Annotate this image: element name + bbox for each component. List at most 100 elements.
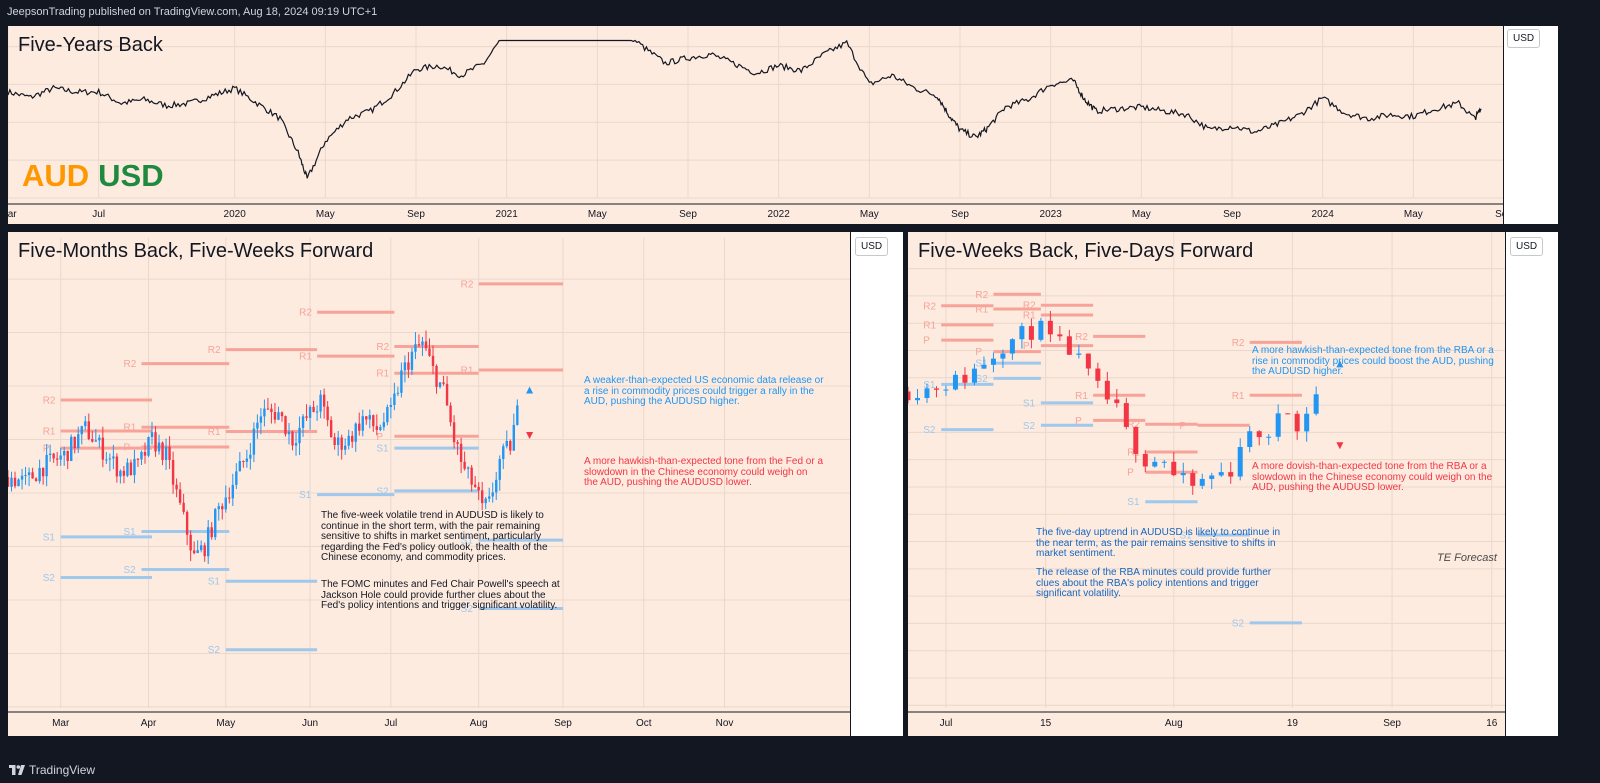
- pivot-level-label: S1: [1023, 398, 1036, 409]
- pivot-level-label: R1: [1232, 391, 1245, 402]
- currency-button[interactable]: USD: [1507, 29, 1541, 48]
- pivot-level-label: R1: [1023, 311, 1036, 322]
- pivot-levels: R2R1PS1S2R2R1PS1S2R2R1S1S2R2R1S1R2R1PS1S…: [43, 279, 563, 656]
- candle-up: [308, 406, 312, 418]
- candle-up: [1304, 413, 1310, 432]
- candle-up: [164, 446, 168, 460]
- pivot-level-label: R2: [43, 395, 56, 406]
- x-tick-label: May: [216, 718, 235, 729]
- x-tick-label: Sep: [1223, 209, 1241, 220]
- candle-up: [336, 437, 340, 445]
- pivot-level-label: R1: [1075, 391, 1088, 402]
- candle-up: [414, 344, 417, 352]
- pivot-level-label: S1: [299, 490, 312, 501]
- candle-up: [952, 374, 958, 390]
- candle-up: [77, 434, 80, 448]
- x-tick-label: Sep: [407, 209, 425, 220]
- candle-down: [1057, 334, 1063, 337]
- pivot-level-label: S1: [123, 527, 136, 538]
- pivot-level-label: S2: [208, 645, 221, 656]
- candle-up: [943, 389, 949, 391]
- x-tick-label: Mar: [52, 718, 70, 729]
- candle-down: [284, 416, 287, 435]
- candle-down: [189, 534, 192, 551]
- candle-down: [305, 416, 308, 418]
- candle-down: [329, 420, 333, 438]
- price-axis[interactable]: [850, 232, 903, 736]
- candle-up: [45, 454, 48, 477]
- candle-up: [981, 364, 987, 369]
- candle-up: [393, 393, 396, 406]
- candle-up: [263, 408, 266, 417]
- candle-down: [449, 405, 452, 423]
- pivot-level-label: S2: [975, 374, 988, 385]
- candle-up: [1218, 472, 1224, 476]
- tradingview-logo[interactable]: TradingView: [9, 758, 95, 782]
- pivot-level-label: S1: [208, 577, 221, 588]
- x-tick-label: May: [860, 209, 879, 220]
- candle-up: [84, 421, 87, 427]
- candle-down: [266, 408, 270, 410]
- pivot-level-label: R2: [123, 359, 136, 370]
- candle-down: [372, 415, 375, 427]
- candle-up: [112, 456, 115, 459]
- x-tick-label: Jul: [92, 209, 105, 220]
- candle-down: [1228, 472, 1234, 477]
- five-years-panel[interactable]: 0.750000.700000.650000.600000.55000MarJu…: [8, 26, 1558, 224]
- pivot-level-label: R2: [975, 290, 988, 301]
- price-axis[interactable]: [1505, 232, 1558, 736]
- candle-up: [157, 442, 161, 452]
- pivot-level-label: P: [376, 432, 383, 443]
- candle-up: [105, 459, 108, 461]
- candle-down: [1104, 380, 1110, 400]
- brand-name: TradingView: [29, 763, 96, 777]
- pivot-level-label: R2: [1127, 420, 1140, 431]
- candle-down: [424, 341, 428, 349]
- candle-down: [210, 527, 213, 538]
- x-tick-label: Sep: [554, 718, 572, 729]
- currency-button[interactable]: USD: [855, 237, 889, 256]
- candle-up: [1199, 478, 1205, 486]
- summary-note-2: The FOMC minutes and Fed Chair Powell's …: [321, 579, 560, 611]
- pivot-level-label: S1: [1180, 530, 1193, 541]
- pivot-level-label: R1: [975, 305, 988, 316]
- five-years-chart[interactable]: 0.750000.700000.650000.600000.55000MarJu…: [8, 26, 1558, 224]
- candle-up: [27, 472, 31, 476]
- candle-up: [256, 422, 259, 429]
- summary-note-2: The release of the RBA minutes could pro…: [1036, 567, 1272, 599]
- x-tick-label: Jul: [384, 718, 397, 729]
- five-months-panel[interactable]: 0.690000.680000.670000.660000.650000.640…: [8, 232, 903, 736]
- candle-down: [171, 460, 175, 485]
- candle-down: [1133, 426, 1139, 454]
- pivot-level-label: R1: [43, 426, 56, 437]
- candle-down: [442, 382, 445, 384]
- candle-up: [1313, 394, 1319, 414]
- candle-up: [368, 415, 371, 420]
- candle-down: [333, 437, 336, 445]
- candle-up: [199, 545, 203, 551]
- candle-down: [221, 506, 224, 510]
- bullish-arrow: [526, 386, 534, 394]
- candle-down: [365, 416, 368, 420]
- price-axis[interactable]: [1503, 26, 1558, 224]
- currency-button[interactable]: USD: [1510, 237, 1544, 256]
- candle-up: [196, 550, 199, 554]
- candle-up: [438, 382, 442, 387]
- x-tick-label: 2021: [496, 209, 519, 220]
- candle-up: [231, 484, 234, 499]
- candle-down: [34, 478, 38, 482]
- five-weeks-panel[interactable]: 0.690000.685000.680000.675000.670000.665…: [908, 232, 1558, 736]
- candle-up: [495, 479, 498, 493]
- x-tick-label: 2023: [1040, 209, 1063, 220]
- forecast-label: TE Forecast: [1437, 552, 1497, 564]
- candle-down: [480, 490, 484, 504]
- x-tick-label: Aug: [1165, 718, 1183, 729]
- candle-down: [175, 484, 178, 490]
- candle-down: [326, 406, 329, 421]
- candle-up: [10, 477, 13, 487]
- candle-down: [1142, 453, 1148, 467]
- pivot-level-label: R2: [1075, 332, 1088, 343]
- candle-up: [1076, 353, 1082, 355]
- candle-down: [1095, 368, 1101, 381]
- candle-down: [122, 470, 126, 476]
